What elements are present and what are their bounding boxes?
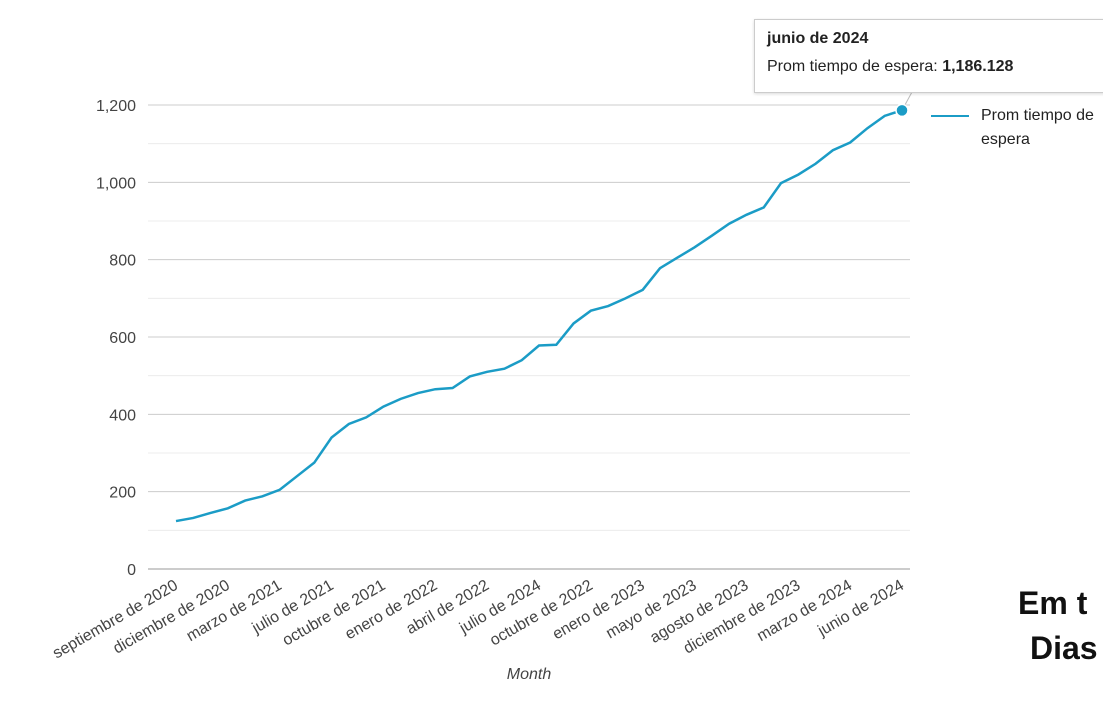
tooltip-title: junio de 2024 bbox=[767, 30, 869, 47]
line bbox=[175, 109, 903, 523]
tooltip: junio de 2024 Prom tiempo de espera: 1,1… bbox=[754, 19, 1103, 93]
legend-swatch bbox=[931, 115, 969, 117]
y-tick-label: 400 bbox=[109, 407, 136, 424]
highlight-point bbox=[895, 103, 909, 118]
y-tick-label: 0 bbox=[127, 562, 136, 579]
y-tick-label: 600 bbox=[109, 330, 136, 347]
y-tick-label: 1,200 bbox=[96, 98, 136, 115]
y-tick-label: 800 bbox=[109, 253, 136, 270]
legend-label[interactable]: Prom tiempo de espera bbox=[981, 107, 1094, 148]
annotation: Dias bbox=[1030, 630, 1098, 666]
tooltip-label: Prom tiempo de espera: bbox=[767, 58, 938, 75]
legend[interactable]: Prom tiempo de espera bbox=[931, 104, 1103, 152]
tooltip-line: Prom tiempo de espera: 1,186.128 bbox=[767, 58, 1013, 76]
y-tick-label: 200 bbox=[109, 485, 136, 502]
annotation: Em t bbox=[1018, 585, 1088, 621]
x-axis-label: Month bbox=[507, 666, 552, 683]
y-tick-label: 1,000 bbox=[96, 175, 136, 192]
tooltip-value: 1,186.128 bbox=[942, 58, 1014, 75]
